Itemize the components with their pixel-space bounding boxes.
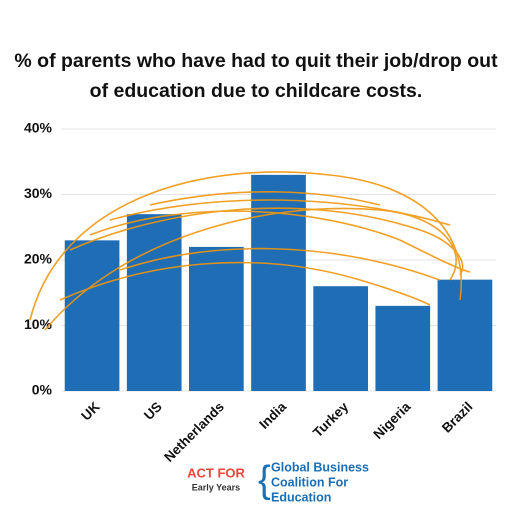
bar [251,174,306,391]
y-tick-label: 30% [24,185,53,201]
y-tick-label: 10% [24,316,53,332]
x-tick-label: India [256,399,289,432]
bar [64,240,120,391]
logo-right: Coalition For [271,475,348,489]
bar [313,286,368,391]
bar [437,279,493,391]
y-tick-label: 40% [24,120,53,136]
chart-title: % of parents who have had to quit their … [14,50,498,102]
bar [375,305,431,391]
logo-right: Global Business [271,460,369,474]
logo-left: Early Years [192,482,240,492]
x-tick-label: Nigeria [370,399,413,442]
y-tick-label: 20% [24,251,53,267]
logo-right: Education [271,490,331,504]
bar [189,246,244,391]
y-tick-label: 0% [32,382,53,398]
logo-left: ACT FOR [187,465,245,480]
x-tick-label: US [141,399,165,423]
brace: { [258,459,271,501]
x-tick-label: Netherlands [161,399,227,465]
x-tick-label: UK [78,399,103,424]
footer: ACT FOR Early Years { Global Business Co… [187,459,369,504]
x-tick-label: Turkey [310,399,352,441]
scribbles [29,171,471,331]
bar [126,214,182,391]
x-tick-label: Brazil [439,399,476,436]
